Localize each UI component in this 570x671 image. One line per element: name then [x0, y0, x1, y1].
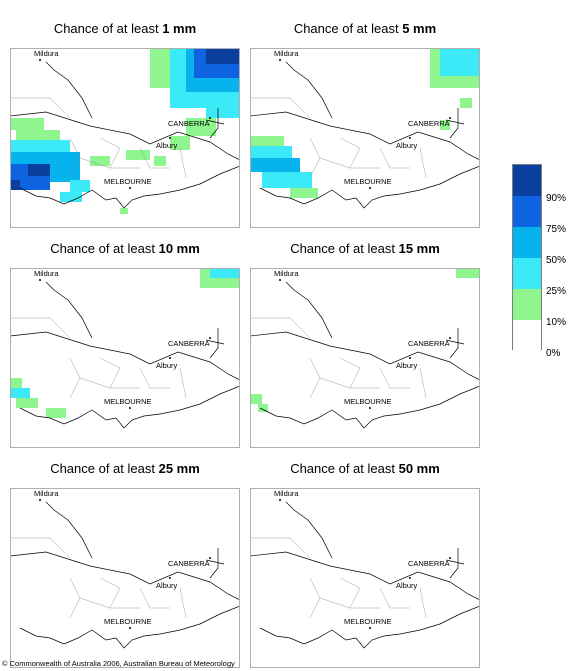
legend-label-25: 25%: [546, 286, 567, 297]
label-albury: Albury: [156, 361, 178, 370]
label-mildura: Mildura: [34, 489, 59, 498]
label-canberra: CANBERRA: [168, 119, 210, 128]
place-markers: [39, 279, 211, 409]
rain-map: Mildura CANBERRA Albury MELBOURNE: [250, 268, 480, 448]
title-amount: 1 mm: [162, 21, 197, 36]
place-markers: [39, 499, 211, 629]
panel-title: Chance of at least 50 mm: [250, 458, 480, 480]
label-canberra: CANBERRA: [168, 559, 210, 568]
label-melbourne: MELBOURNE: [104, 397, 152, 406]
title-prefix: Chance of at least: [53, 21, 163, 36]
place-markers: [279, 279, 451, 409]
label-mildura: Mildura: [274, 269, 299, 278]
map-frame: [10, 48, 240, 228]
rain-map: Mildura CANBERRA Albury MELBOURNE: [10, 48, 240, 228]
panel-title: Chance of at least 25 mm: [10, 458, 240, 480]
legend-swatch-10: [513, 289, 541, 320]
label-canberra: CANBERRA: [408, 559, 450, 568]
map-frame: [250, 48, 480, 228]
state-boundaries: [10, 281, 240, 429]
label-mildura: Mildura: [34, 49, 59, 58]
label-canberra: CANBERRA: [408, 119, 450, 128]
legend-label-90: 90%: [546, 193, 567, 204]
label-mildura: Mildura: [34, 269, 59, 278]
label-mildura: Mildura: [274, 489, 299, 498]
map-frame: [10, 488, 240, 668]
probability-cells: [250, 268, 480, 412]
legend-swatch-50: [513, 227, 541, 258]
label-mildura: Mildura: [274, 49, 299, 58]
place-markers: [39, 59, 211, 189]
district-boundaries: [250, 97, 427, 179]
probability-cells: [10, 48, 240, 214]
rain-map: Mildura CANBERRA Albury MELBOURNE: [10, 268, 240, 448]
rain-map: Mildura CANBERRA Albury MELBOURNE: [250, 48, 480, 228]
legend-label-0: 0%: [546, 348, 561, 359]
place-markers: [279, 499, 451, 629]
title-amount: 50 mm: [398, 461, 440, 476]
title-amount: 10 mm: [158, 241, 200, 256]
district-boundaries: [10, 537, 187, 619]
map-frame: [10, 268, 240, 448]
label-melbourne: MELBOURNE: [344, 397, 392, 406]
title-prefix: Chance of at least: [290, 461, 399, 476]
label-canberra: CANBERRA: [408, 339, 450, 348]
panel-title: Chance of at least 10 mm: [10, 238, 240, 260]
legend-label-10: 10%: [546, 317, 567, 328]
title-amount: 5 mm: [402, 21, 437, 36]
title-prefix: Chance of at least: [290, 241, 399, 256]
district-boundaries: [250, 537, 427, 619]
label-albury: Albury: [156, 141, 178, 150]
rain-map: Mildura CANBERRA Albury MELBOURNE: [250, 488, 480, 668]
legend-swatch-75: [513, 196, 541, 227]
place-markers: [279, 59, 451, 189]
probability-legend: 90% 75% 50% 25% 10% 0%: [512, 164, 570, 364]
legend-swatch-0: [513, 320, 541, 351]
legend-label-75: 75%: [546, 224, 567, 235]
district-boundaries: [10, 97, 187, 179]
state-boundaries: [10, 61, 240, 209]
legend-label-50: 50%: [546, 255, 567, 266]
district-boundaries: [10, 317, 187, 399]
title-amount: 15 mm: [398, 241, 440, 256]
probability-cells: [10, 268, 240, 418]
label-melbourne: MELBOURNE: [104, 617, 152, 626]
state-boundaries: [250, 281, 480, 429]
label-albury: Albury: [396, 581, 418, 590]
label-albury: Albury: [396, 141, 418, 150]
label-melbourne: MELBOURNE: [104, 177, 152, 186]
panel-title: Chance of at least 5 mm: [250, 18, 480, 40]
title-prefix: Chance of at least: [50, 241, 159, 256]
map-frame: [250, 488, 480, 668]
label-melbourne: MELBOURNE: [344, 177, 392, 186]
label-albury: Albury: [396, 361, 418, 370]
title-prefix: Chance of at least: [50, 461, 159, 476]
panel-title: Chance of at least 1 mm: [10, 18, 240, 40]
title-amount: 25 mm: [158, 461, 200, 476]
title-prefix: Chance of at least: [293, 21, 403, 36]
label-canberra: CANBERRA: [168, 339, 210, 348]
copyright-notice: © Commonwealth of Australia 2006, Austra…: [2, 659, 235, 668]
state-boundaries: [250, 61, 480, 209]
legend-color-bar: [512, 164, 542, 351]
state-boundaries: [250, 501, 480, 649]
probability-cells: [250, 48, 480, 198]
state-boundaries: [10, 501, 240, 649]
legend-swatch-90: [513, 165, 541, 196]
panel-title: Chance of at least 15 mm: [250, 238, 480, 260]
label-albury: Albury: [156, 581, 178, 590]
legend-swatch-25: [513, 258, 541, 289]
district-boundaries: [250, 317, 427, 399]
label-melbourne: MELBOURNE: [344, 617, 392, 626]
map-frame: [250, 268, 480, 448]
rain-map: Mildura CANBERRA Albury MELBOURNE: [10, 488, 240, 668]
